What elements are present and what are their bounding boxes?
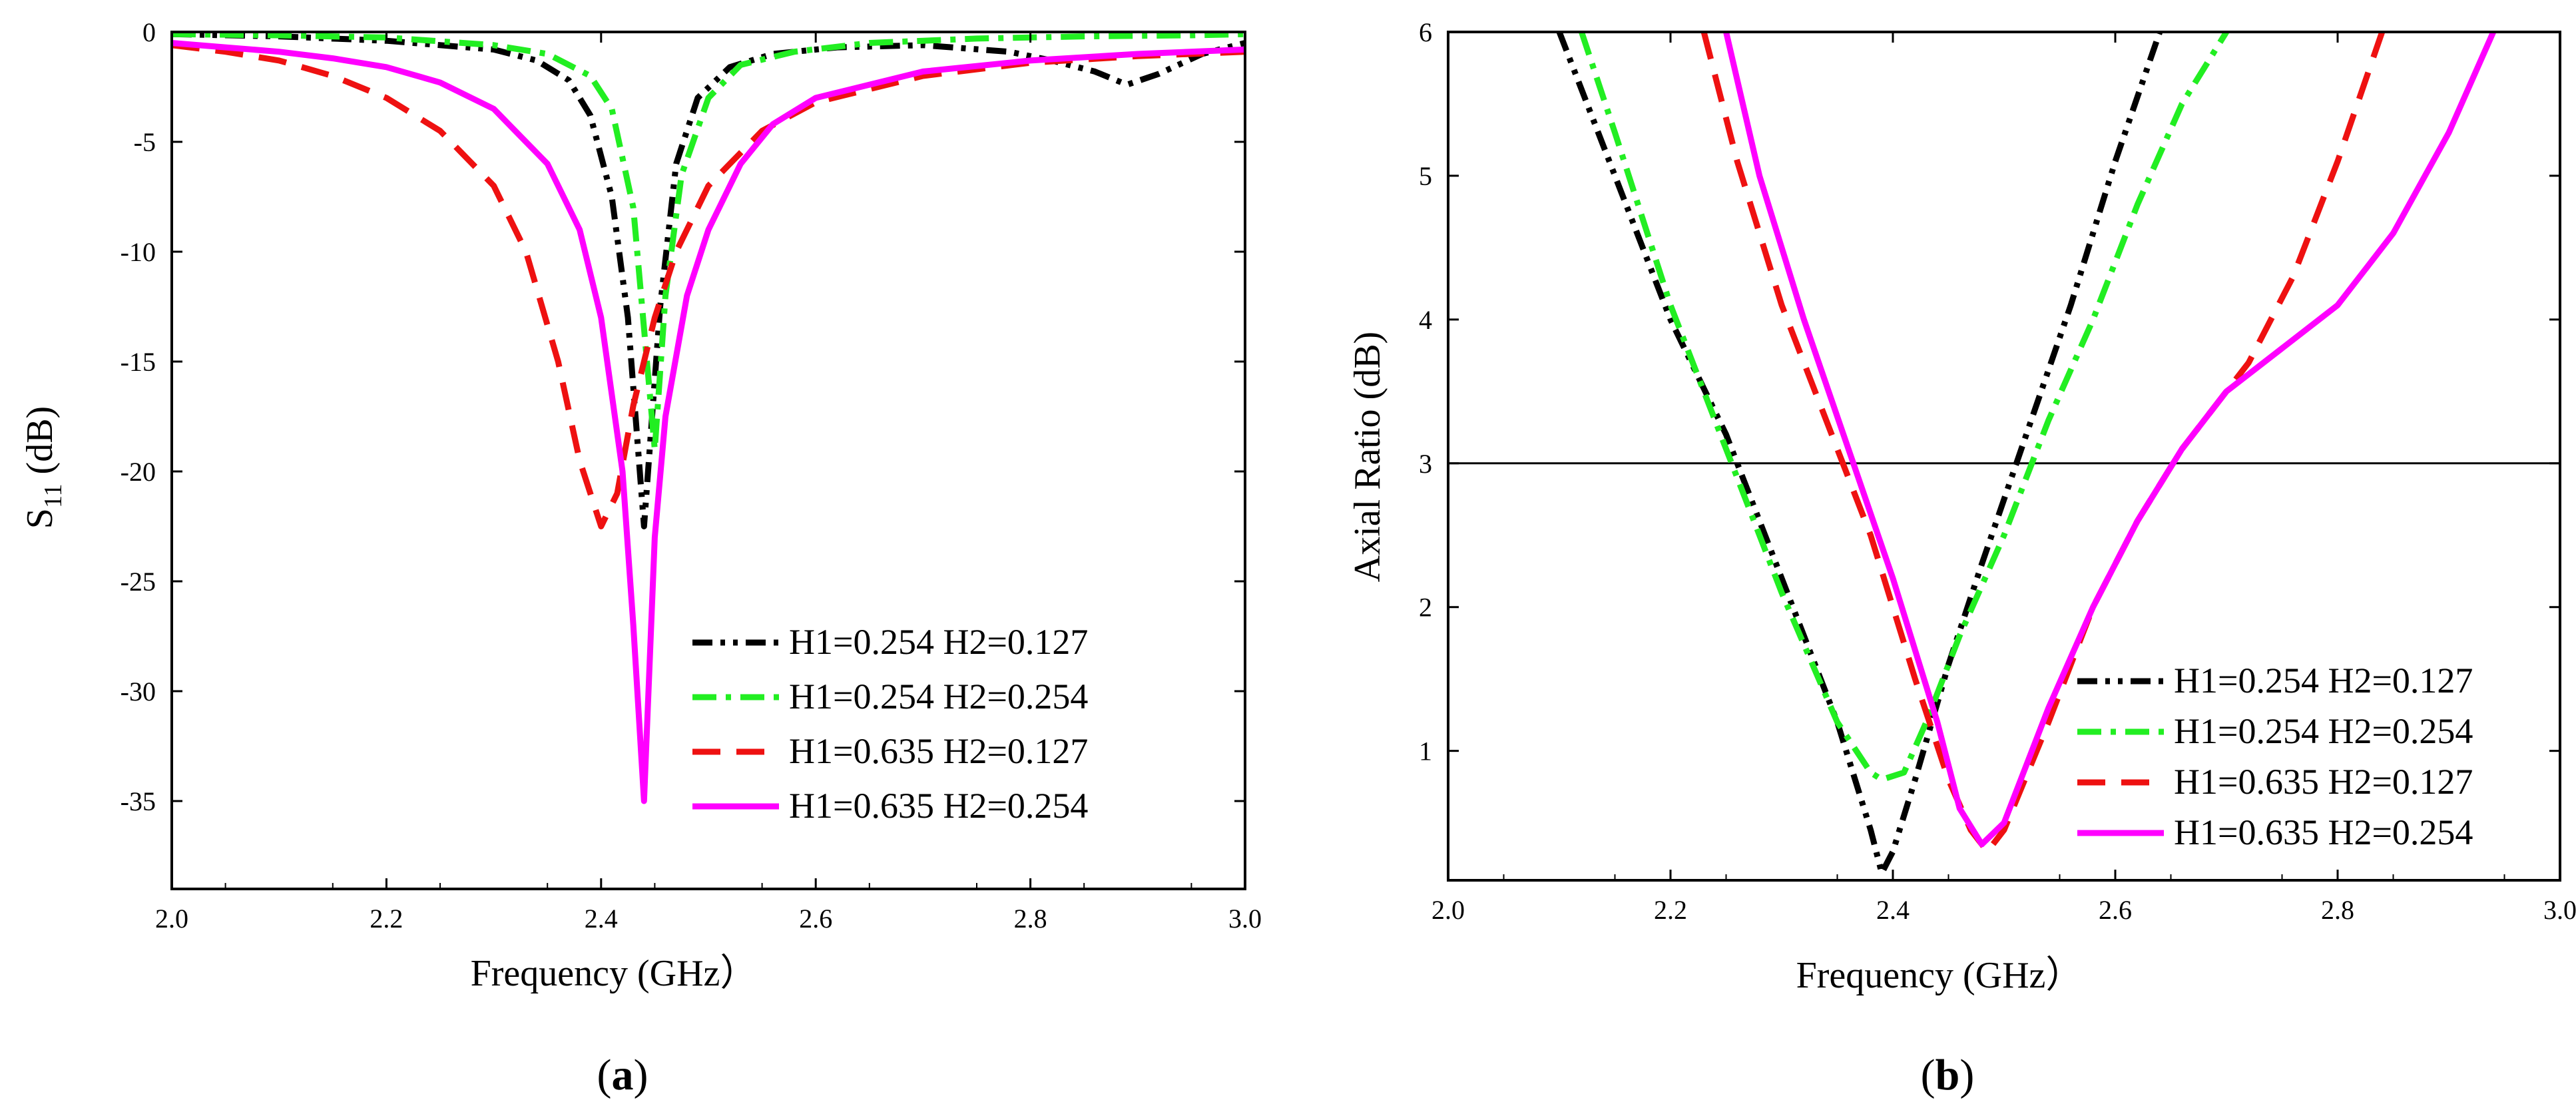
s11-y-tick-label: -5 [134,127,156,157]
s11-plot-layer [172,32,1245,804]
ar-x-tick-label: 2.8 [2321,895,2354,925]
s11-y-axis-label-subscript: 11 [39,483,67,508]
panel-a-label: (a) [597,1051,648,1099]
s11-x-tick-label: 2.2 [370,904,403,934]
s11-series-line-1 [172,32,1245,529]
s11-x-tick-label: 2.0 [155,904,188,934]
ar-plot-layer [1448,32,2560,876]
ar-tick-layer: 2.0 2.2 2.4 2.6 2.8 3.0 1 2 3 4 5 6 [1419,17,2576,925]
panel-b-label: (b) [1921,1051,1975,1099]
ar-series-line-3 [1700,32,2386,855]
s11-y-axis-label-unit: (dB) [19,406,61,484]
s11-series-line-4 [172,40,1245,804]
ar-series-line-1 [1556,32,2163,876]
s11-legend-label-4: H1=0.635 H2=0.254 [789,786,1088,826]
s11-y-axis-label-main: S [19,508,61,529]
s11-x-axis-label: Frequency (GHz） [471,953,758,994]
s11-y-tick-label: -10 [121,237,156,267]
s11-y-tick-label: -35 [121,786,156,816]
ar-series-line-2 [1579,32,2229,783]
s11-legend-label-3: H1=0.635 H2=0.127 [789,731,1088,771]
ar-x-tick-label: 2.0 [1431,895,1465,925]
s11-legend-label-2: H1=0.254 H2=0.254 [789,677,1088,716]
ar-y-tick-label: 2 [1419,593,1432,623]
ar-y-tick-label: 1 [1419,736,1432,766]
ar-legend-label-3: H1=0.635 H2=0.127 [2174,762,2473,802]
panel-a-letter: a [612,1051,634,1099]
ar-y-tick-label: 6 [1419,17,1432,47]
chart-s11: 2.0 2.2 2.4 2.6 2.8 3.00-5-10-15-20-25-30-35 … [19,17,1262,1099]
ar-x-tick-label: 2.2 [1654,895,1687,925]
ar-series-line-4 [1723,32,2496,848]
s11-x-tick-label: 3.0 [1228,904,1262,934]
ar-y-axis-label: Axial Ratio (dB) [1347,332,1388,582]
s11-series-line-2 [172,32,1245,453]
s11-plot-frame [170,31,1246,890]
s11-y-tick-label: 0 [142,17,156,47]
s11-y-tick-label: -30 [121,677,156,706]
ar-x-tick-label: 2.6 [2099,895,2132,925]
s11-x-tick-label: 2.4 [585,904,618,934]
s11-y-axis-label: S11 (dB) [19,406,67,529]
s11-y-tick-label: -20 [121,457,156,487]
ar-x-tick-label: 2.4 [1876,895,1910,925]
s11-x-tick-label: 2.6 [799,904,832,934]
s11-legend-label-1: H1=0.254 H2=0.127 [789,622,1088,662]
s11-y-tick-label: -25 [121,567,156,597]
ar-y-tick-label: 4 [1419,305,1432,335]
ar-legend-label-4: H1=0.635 H2=0.254 [2174,812,2473,852]
s11-y-tick-label: -15 [121,347,156,377]
ar-y-tick-label: 5 [1419,161,1432,191]
ar-y-tick-label: 3 [1419,449,1432,479]
s11-series-line-3 [172,42,1245,529]
s11-tick-layer: 2.0 2.2 2.4 2.6 2.8 3.0 0 -5 -10 -15 -20 -25 -30 -35 [121,17,1262,934]
s11-legend: H1=0.254 H2=0.127 H1=0.254 H2=0.254 H1=0.6… [692,622,1088,826]
panel-b-letter: b [1935,1051,1960,1099]
ar-plot-frame [1447,31,2561,882]
ar-x-tick-label: 3.0 [2543,895,2576,925]
ar-legend: H1=0.254 H2=0.127 H1=0.254 H2=0.254 H1=0.6… [2077,661,2473,852]
ar-legend-label-2: H1=0.254 H2=0.254 [2174,711,2473,751]
s11-x-tick-label: 2.8 [1014,904,1047,934]
ar-legend-label-1: H1=0.254 H2=0.127 [2174,661,2473,700]
chart-axial-ratio: 2.0 2.2 2.4 2.6 2.8 3.0 1 2 3 4 5 6 H1=0.254 H2=0.1… [1347,17,2576,1099]
ar-x-axis-label: Frequency (GHz） [1796,955,2083,996]
